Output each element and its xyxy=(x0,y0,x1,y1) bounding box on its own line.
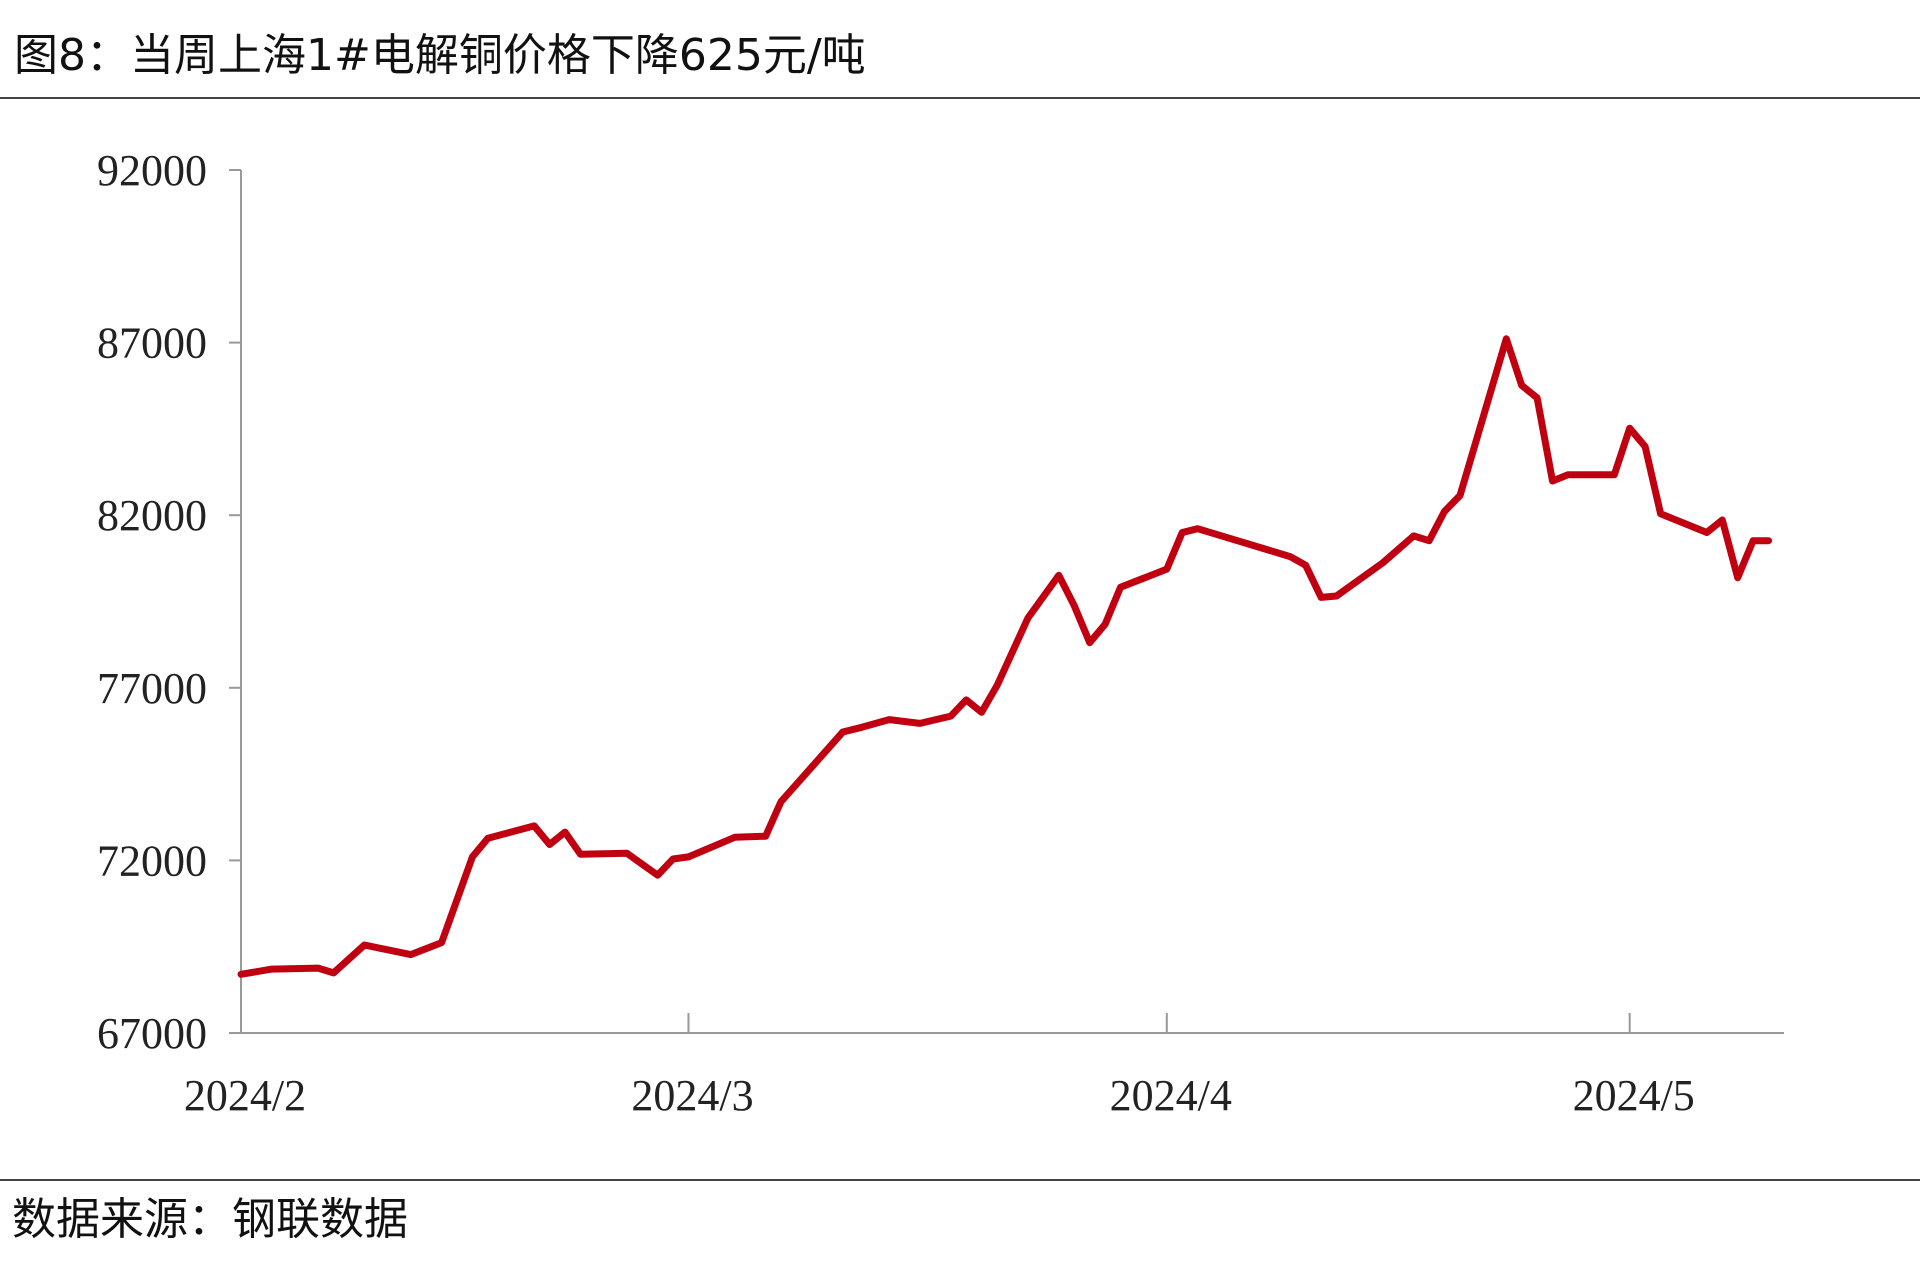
x-tick-label: 2024/3 xyxy=(631,1071,753,1120)
x-tick-label: 2024/2 xyxy=(184,1071,306,1120)
y-tick-label: 77000 xyxy=(97,664,207,713)
y-tick-label: 82000 xyxy=(97,491,207,540)
y-tick-label: 67000 xyxy=(97,1009,207,1058)
y-tick-label: 87000 xyxy=(97,319,207,368)
y-tick-label: 92000 xyxy=(97,146,207,195)
y-tick-label: 72000 xyxy=(97,836,207,885)
price-line xyxy=(237,335,1773,978)
chart-title: 图8：当周上海1#电解铜价格下降625元/吨 xyxy=(14,30,866,81)
x-tick-label: 2024/5 xyxy=(1573,1071,1695,1120)
source-note: 数据来源：钢联数据 xyxy=(12,1194,408,1245)
x-tick-label: 2024/4 xyxy=(1110,1071,1232,1120)
